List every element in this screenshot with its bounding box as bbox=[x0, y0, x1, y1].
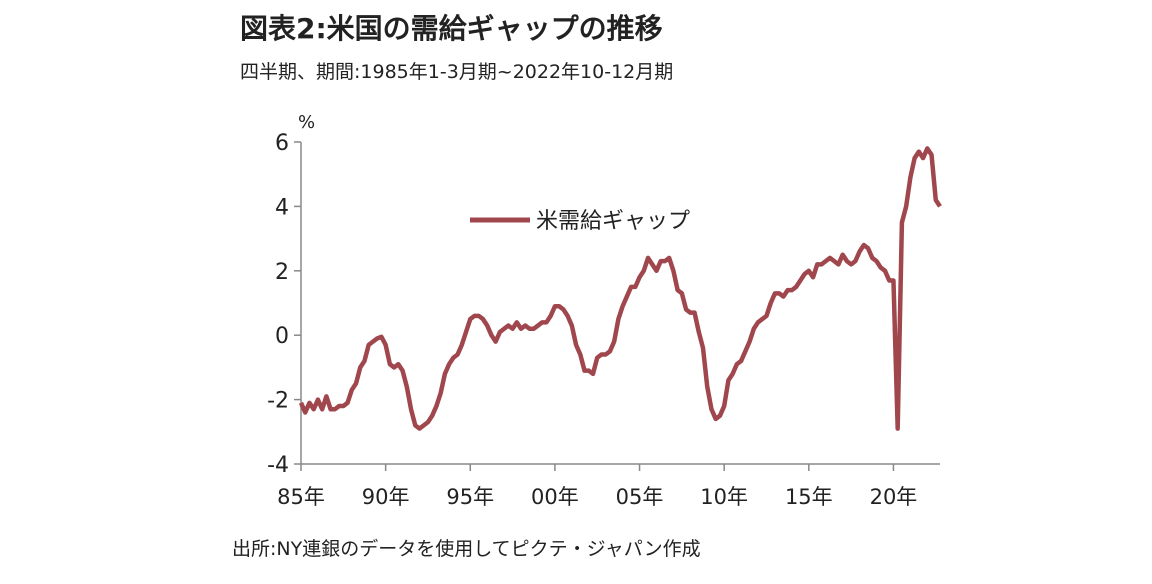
x-tick-label: 90年 bbox=[362, 485, 410, 509]
y-tick-label: 0 bbox=[275, 324, 289, 349]
y-tick-label: 4 bbox=[275, 195, 289, 220]
y-axis-label: % bbox=[298, 112, 315, 133]
data-line bbox=[298, 146, 942, 431]
x-tick-label: 05年 bbox=[616, 485, 664, 509]
x-tick-label: 10年 bbox=[700, 485, 748, 509]
x-tick-label: 20年 bbox=[870, 485, 918, 509]
source-note: 出所:NY連銀のデータを使用してピクテ・ジャパン作成 bbox=[232, 538, 701, 560]
x-tick-label: 15年 bbox=[785, 485, 833, 509]
y-tick-label: -2 bbox=[267, 389, 289, 414]
chart-title: 図表2:米国の需給ギャップの推移 bbox=[240, 12, 663, 45]
y-tick-label: 2 bbox=[275, 260, 289, 285]
x-tick-label: 00年 bbox=[531, 485, 579, 509]
x-tick-label: 95年 bbox=[446, 485, 494, 509]
legend-label: 米需給ギャップ bbox=[536, 209, 690, 234]
y-tick-label: 6 bbox=[275, 131, 289, 156]
y-tick-label: -4 bbox=[267, 453, 289, 478]
x-tick-label: 85年 bbox=[277, 485, 325, 509]
chart-subtitle: 四半期、期間:1985年1-3月期~2022年10-12月期 bbox=[240, 61, 673, 83]
